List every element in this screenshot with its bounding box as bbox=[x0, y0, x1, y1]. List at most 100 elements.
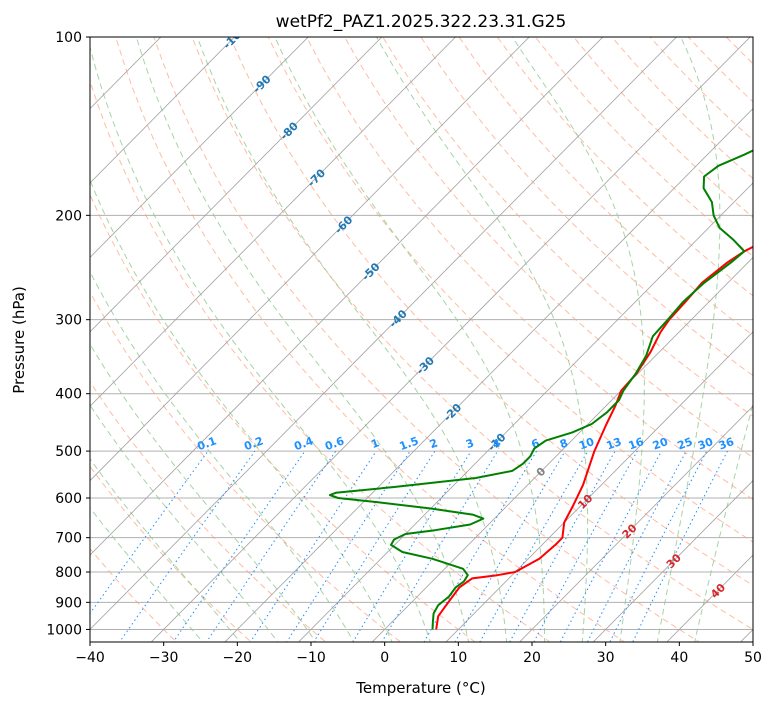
isotherm-label: 0 bbox=[534, 465, 549, 480]
y-axis-title: Pressure (hPa) bbox=[10, 286, 28, 394]
mixing-ratio-label: 0.1 bbox=[196, 434, 219, 453]
mixing-ratio-label: 4 bbox=[491, 436, 503, 451]
y-tick-label: 200 bbox=[55, 208, 82, 224]
dry-adiabat bbox=[725, 37, 753, 65]
moist-adiabat bbox=[135, 37, 470, 642]
skewed-isotherm bbox=[90, 37, 309, 258]
mixing-ratio-label: 30 bbox=[696, 435, 715, 453]
skewed-isotherm bbox=[592, 480, 753, 642]
mixing-ratio-line bbox=[381, 450, 499, 642]
skewed-isotherm bbox=[224, 108, 753, 642]
mixing-ratio-label: 8 bbox=[558, 436, 570, 451]
x-axis-ticks: −40 −30 −20 −10 0 10 20 30 40 50 bbox=[75, 642, 762, 666]
skewed-isotherm bbox=[90, 37, 236, 184]
dry-adiabat bbox=[115, 37, 626, 642]
mixing-ratio-line bbox=[286, 450, 411, 642]
y-tick-label: 300 bbox=[55, 313, 82, 329]
mixing-ratio-label: 10 bbox=[577, 435, 596, 453]
skewed-isotherm bbox=[90, 37, 604, 556]
mixing-ratio-line bbox=[172, 450, 306, 642]
mixing-ratio-line bbox=[479, 450, 589, 642]
isotherm-label: 20 bbox=[620, 521, 640, 541]
dry-adiabat bbox=[90, 79, 551, 642]
skewed-isotherm bbox=[371, 256, 753, 642]
mixing-ratio-label: 36 bbox=[717, 435, 736, 453]
mixing-ratio-label: 20 bbox=[651, 435, 670, 453]
isotherm-label: -70 bbox=[305, 166, 328, 189]
mixing-ratio-line bbox=[509, 450, 616, 642]
series-line bbox=[435, 245, 753, 630]
x-tick-label: 50 bbox=[744, 650, 762, 666]
mixing-ratio-line bbox=[118, 450, 256, 642]
moist-adiabat bbox=[694, 401, 753, 642]
y-tick-label: 700 bbox=[55, 531, 82, 547]
mixing-ratio-line bbox=[205, 450, 337, 642]
y-tick-label: 400 bbox=[55, 387, 82, 403]
x-tick-label: 0 bbox=[380, 650, 389, 666]
dry-adiabat bbox=[90, 380, 327, 642]
skewed-isotherm bbox=[519, 405, 753, 642]
mixing-ratio-label: 1 bbox=[369, 436, 381, 451]
isotherm-label: 40 bbox=[708, 581, 728, 601]
dry-adiabat bbox=[90, 465, 252, 642]
moist-adiabat bbox=[90, 343, 317, 642]
mixing-ratio-label: 6 bbox=[530, 436, 542, 451]
isotherm-label: -50 bbox=[359, 260, 382, 283]
skewed-isotherm bbox=[90, 37, 678, 631]
moist-adiabat bbox=[90, 507, 204, 642]
moist-adiabat bbox=[90, 45, 431, 642]
chart-title: wetPf2_PAZ1.2025.322.23.31.G25 bbox=[276, 12, 567, 32]
moist-adiabat bbox=[274, 37, 546, 642]
series-line bbox=[328, 149, 753, 630]
x-tick-label: 20 bbox=[523, 650, 541, 666]
skewed-isotherm bbox=[740, 628, 753, 642]
skewed-isotherm bbox=[298, 182, 753, 642]
skewed-isotherm bbox=[90, 37, 383, 333]
y-tick-label: 1000 bbox=[46, 622, 82, 638]
isotherm-label: -60 bbox=[332, 213, 355, 236]
mixing-ratio-line bbox=[313, 450, 436, 642]
mixing-ratio-label: 3 bbox=[464, 436, 476, 451]
mixing-ratio-label: 16 bbox=[627, 435, 646, 453]
moist-adiabat bbox=[90, 404, 279, 642]
x-tick-label: 10 bbox=[449, 650, 467, 666]
mixing-ratio-line bbox=[352, 450, 472, 642]
isotherm-label: -80 bbox=[278, 119, 301, 142]
isotherm-label: -40 bbox=[387, 307, 410, 330]
isotherm-label: 30 bbox=[664, 551, 684, 571]
moist-adiabat bbox=[90, 178, 393, 642]
dry-adiabat bbox=[420, 37, 753, 377]
moist-adiabat bbox=[196, 37, 508, 642]
mixing-ratio-line bbox=[559, 450, 662, 642]
mixing-ratio-lines bbox=[90, 450, 728, 642]
mixing-ratio-line bbox=[632, 450, 728, 642]
plot-frame bbox=[89, 36, 754, 643]
moist-adiabat bbox=[656, 37, 721, 642]
profile-series bbox=[328, 149, 753, 630]
dry-adiabat bbox=[267, 37, 753, 543]
y-tick-label: 900 bbox=[55, 595, 82, 611]
isotherm-label: -90 bbox=[250, 72, 273, 95]
x-tick-label: −30 bbox=[149, 650, 179, 666]
dry-adiabat bbox=[458, 37, 753, 337]
skewed-isotherm bbox=[90, 37, 530, 482]
dry-adiabats bbox=[90, 37, 753, 642]
mixing-ratio-line bbox=[454, 450, 566, 642]
dry-adiabat bbox=[90, 547, 178, 642]
mixing-ratio-label: 13 bbox=[605, 435, 624, 452]
dry-adiabat bbox=[191, 37, 753, 630]
moist-adiabat bbox=[511, 37, 645, 642]
mixing-ratio-label: 2 bbox=[428, 436, 440, 451]
x-tick-label: −20 bbox=[223, 650, 253, 666]
dry-adiabat bbox=[534, 37, 753, 257]
isotherm-label: -20 bbox=[441, 401, 464, 424]
mixing-ratio-label: 0.2 bbox=[242, 434, 265, 453]
mixing-ratio-label: 25 bbox=[676, 435, 695, 452]
x-tick-label: 30 bbox=[597, 650, 615, 666]
y-axis-ticks: 1000 900 800 700 600 500 400 300 200 100 bbox=[46, 30, 90, 638]
moist-adiabat bbox=[376, 37, 589, 642]
skewed-isotherm bbox=[90, 37, 457, 407]
y-tick-label: 800 bbox=[55, 565, 82, 581]
mixing-ratio-line bbox=[249, 450, 377, 642]
